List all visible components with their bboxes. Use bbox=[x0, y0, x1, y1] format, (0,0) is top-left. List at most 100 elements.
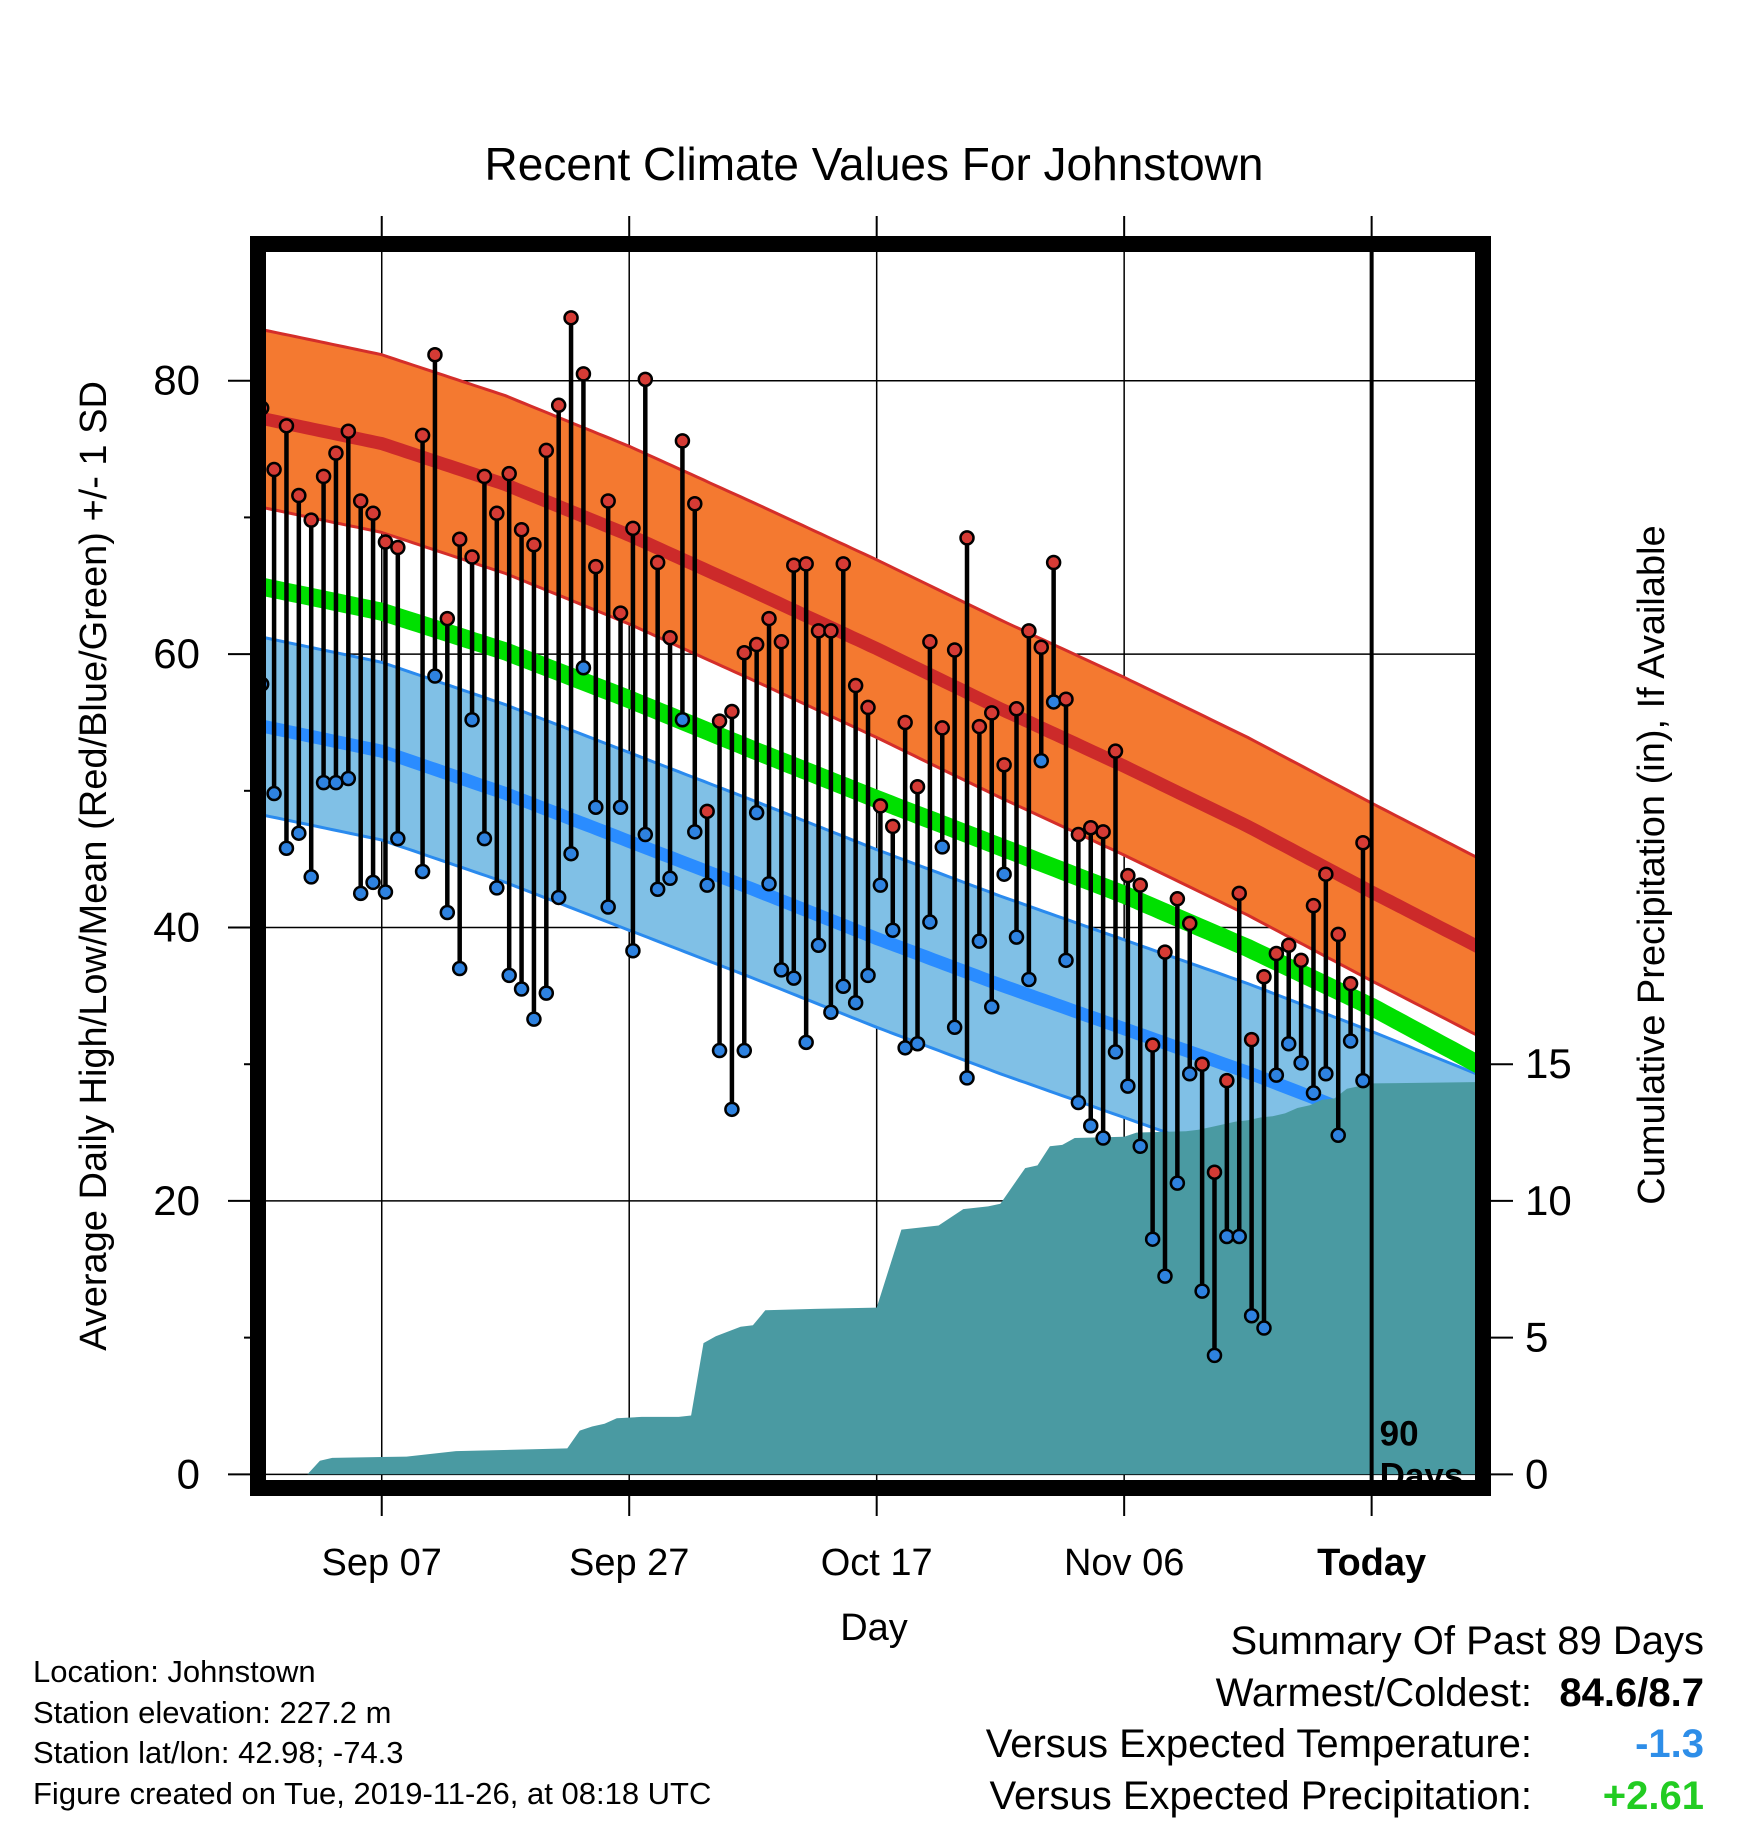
x-tick-label: Sep 27 bbox=[569, 1542, 689, 1584]
daily-low-point bbox=[662, 870, 678, 887]
summary-precip: Versus Expected Precipitation: +2.61 bbox=[986, 1771, 1704, 1823]
daily-low-point bbox=[1268, 1067, 1285, 1083]
daily-high-point bbox=[352, 493, 369, 509]
daily-high-point bbox=[872, 798, 889, 814]
daily-high-point bbox=[538, 442, 555, 459]
daily-high-point bbox=[575, 366, 592, 382]
daily-high-point bbox=[649, 554, 666, 571]
daily-low-point bbox=[1194, 1283, 1210, 1299]
daily-high-point bbox=[377, 534, 394, 550]
daily-low-point bbox=[1045, 694, 1062, 710]
daily-low-point bbox=[1169, 1175, 1186, 1191]
daily-high-point bbox=[934, 720, 951, 736]
daily-high-point bbox=[513, 521, 530, 538]
daily-high-point bbox=[798, 556, 814, 572]
daily-low-point bbox=[538, 985, 555, 1001]
daily-low-point bbox=[291, 825, 307, 841]
daily-low-point bbox=[575, 660, 592, 676]
daily-low-point bbox=[625, 943, 641, 959]
daily-low-point bbox=[501, 967, 517, 984]
location-text: Location: Johnstown bbox=[33, 1654, 316, 1689]
daily-low-point bbox=[773, 962, 790, 978]
daily-high-point bbox=[625, 520, 641, 537]
daily-low-point bbox=[1342, 1033, 1359, 1049]
daily-high-point bbox=[328, 445, 344, 461]
daily-high-point bbox=[340, 423, 357, 440]
daily-high-point bbox=[278, 418, 295, 434]
daily-low-point bbox=[1058, 952, 1074, 969]
daily-high-point bbox=[637, 371, 654, 388]
daily-low-point bbox=[934, 839, 951, 855]
daily-low-point bbox=[1120, 1078, 1136, 1094]
summary-warmest-coldest: Warmest/Coldest: 84.6/8.7 bbox=[986, 1668, 1704, 1720]
daily-high-point bbox=[588, 558, 604, 575]
daily-high-point bbox=[390, 539, 406, 556]
daily-low-point bbox=[1107, 1044, 1124, 1060]
temp-departure-value: -1.3 bbox=[1635, 1722, 1704, 1766]
daily-high-point bbox=[266, 461, 282, 478]
daily-high-point bbox=[946, 642, 963, 658]
daily-high-point bbox=[959, 530, 975, 546]
x-tick-label: Oct 17 bbox=[821, 1542, 933, 1584]
created-text: Figure created on Tue, 2019-11-26, at 08… bbox=[33, 1775, 712, 1811]
daily-high-point bbox=[897, 714, 913, 731]
daily-high-point bbox=[1144, 1037, 1161, 1053]
daily-high-point bbox=[1157, 944, 1173, 960]
daily-high-point bbox=[1342, 975, 1359, 992]
daily-high-point bbox=[1293, 952, 1309, 969]
daily-low-point bbox=[1280, 1035, 1297, 1052]
daily-low-point bbox=[513, 981, 530, 997]
daily-high-point bbox=[550, 397, 567, 414]
daily-low-point bbox=[489, 880, 505, 896]
daily-high-point bbox=[1181, 915, 1198, 932]
daily-low-point bbox=[1243, 1308, 1260, 1324]
daily-low-point bbox=[984, 999, 1000, 1015]
cumulative-precip-area bbox=[258, 1082, 1483, 1475]
daily-low-point bbox=[687, 824, 703, 840]
daily-high-point bbox=[1206, 1164, 1223, 1180]
daily-low-point bbox=[1206, 1347, 1223, 1364]
daily-low-point bbox=[724, 1101, 740, 1118]
daily-high-point bbox=[823, 623, 839, 639]
daily-low-point bbox=[439, 904, 456, 921]
normal-low-mean-line bbox=[256, 718, 1486, 1172]
daily-high-point bbox=[1219, 1072, 1235, 1089]
y-axis-label: Average Daily High/Low/Mean (Red/Blue/Gr… bbox=[73, 381, 115, 1351]
normal-mean-line bbox=[256, 576, 1488, 1075]
latlon-text: Station lat/lon: 42.98; -74.3 bbox=[33, 1735, 404, 1770]
daily-high-point bbox=[1231, 885, 1247, 902]
daily-high-point bbox=[674, 433, 691, 449]
daily-high-point bbox=[464, 549, 480, 565]
daily-high-point bbox=[748, 636, 765, 653]
daily-low-point bbox=[847, 994, 864, 1011]
daily-low-point bbox=[1070, 1094, 1087, 1111]
daily-low-point bbox=[476, 830, 493, 847]
daily-high-point bbox=[501, 465, 517, 482]
daily-low-point bbox=[711, 1042, 728, 1059]
daily-low-point bbox=[315, 774, 332, 791]
daily-high-point bbox=[1318, 866, 1334, 882]
daily-high-point bbox=[439, 610, 456, 627]
daily-low-point bbox=[1355, 1072, 1371, 1089]
daily-high-point bbox=[563, 310, 579, 326]
daily-high-point bbox=[1169, 891, 1186, 907]
normal-low-upper-edge bbox=[257, 634, 1484, 1078]
daily-low-point bbox=[1083, 1117, 1099, 1134]
daily-low-point bbox=[1021, 971, 1037, 988]
today-marker-label-line: 90 bbox=[1380, 1415, 1419, 1454]
daily-high-point bbox=[1256, 968, 1272, 985]
labels: Recent Climate Values For Johnstown Day Av… bbox=[73, 138, 1673, 1649]
daily-high-point bbox=[984, 705, 1000, 721]
y-tick-label: 0 bbox=[177, 1450, 200, 1497]
daily-high-point bbox=[971, 718, 988, 735]
daily-high-point bbox=[786, 557, 802, 574]
daily-high-point bbox=[736, 644, 753, 661]
daily-low-point bbox=[427, 668, 443, 684]
daily-low-point bbox=[971, 933, 988, 949]
daily-low-point bbox=[328, 774, 344, 791]
daily-high-point bbox=[1033, 639, 1050, 656]
daily-low-point bbox=[1033, 752, 1050, 769]
summary-heading: Summary Of Past 89 Days bbox=[1230, 1619, 1704, 1663]
daily-low-point bbox=[835, 978, 852, 995]
daily-high-point bbox=[810, 623, 827, 639]
